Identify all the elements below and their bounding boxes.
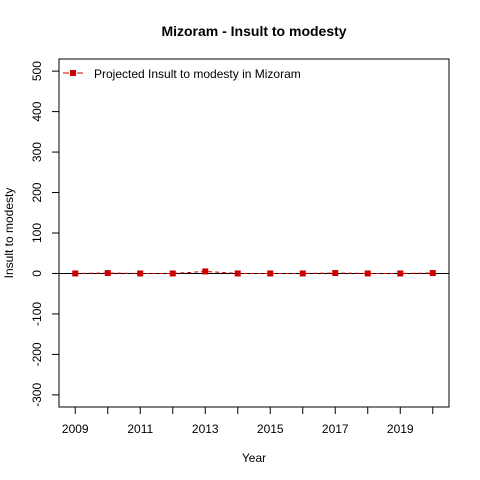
y-tick-label: -100 — [30, 302, 44, 326]
data-point — [72, 270, 79, 277]
legend: Projected Insult to modesty in Mizoram — [63, 67, 301, 81]
legend-label: Projected Insult to modesty in Mizoram — [94, 67, 301, 81]
y-tick-label: -300 — [30, 383, 44, 407]
data-point — [299, 270, 306, 277]
data-point — [332, 270, 339, 277]
y-tick-label: 200 — [30, 182, 44, 202]
data-point — [104, 270, 111, 277]
y-tick-label: 500 — [30, 61, 44, 81]
data-point — [364, 270, 371, 277]
x-axis: 2009 2011 2013 2015 2017 2019 — [62, 407, 434, 436]
chart-title: Mizoram - Insult to modesty — [161, 23, 346, 39]
y-axis-label: Insult to modesty — [2, 188, 16, 279]
x-tick-label: 2013 — [192, 422, 219, 436]
series-group — [72, 268, 436, 277]
legend-marker — [70, 70, 76, 76]
y-tick-label: 0 — [30, 270, 44, 277]
data-point — [267, 270, 274, 277]
x-tick-label: 2019 — [387, 422, 414, 436]
data-point — [429, 270, 436, 277]
data-point — [169, 270, 176, 277]
y-tick-label: 400 — [30, 101, 44, 121]
y-tick-label: 300 — [30, 142, 44, 162]
plot-frame — [58, 58, 450, 408]
x-axis-label: Year — [242, 451, 266, 465]
x-tick-label: 2015 — [257, 422, 284, 436]
data-point — [137, 270, 144, 277]
x-tick-label: 2009 — [62, 422, 89, 436]
y-tick-label: 100 — [30, 223, 44, 243]
x-tick-label: 2017 — [322, 422, 349, 436]
data-point — [234, 270, 241, 277]
y-axis: -300 -200 -100 0 100 200 300 400 500 — [30, 61, 59, 407]
data-point — [397, 270, 404, 277]
series-line — [75, 270, 433, 274]
x-tick-label: 2011 — [127, 422, 153, 436]
y-tick-label: -200 — [30, 342, 44, 366]
data-point — [202, 268, 209, 275]
